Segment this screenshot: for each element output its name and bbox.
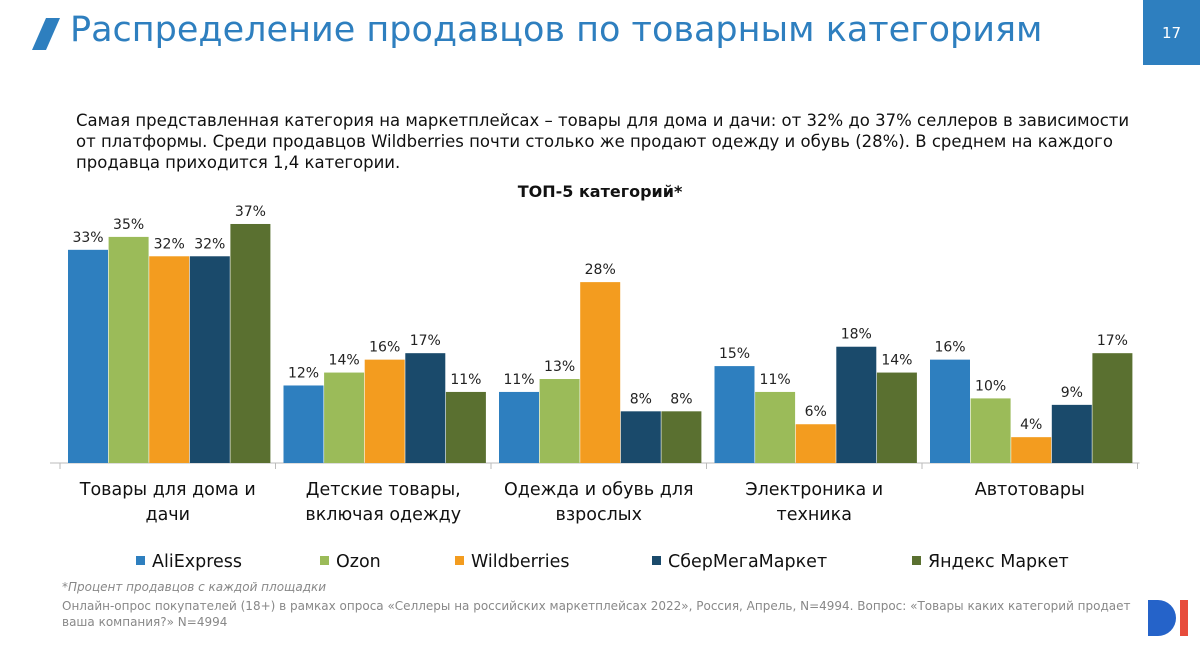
x-tick-label: Электроника и техника bbox=[745, 480, 884, 525]
value-label: 10% bbox=[975, 378, 1006, 394]
bar bbox=[364, 359, 405, 463]
value-label: 28% bbox=[585, 262, 616, 278]
value-label: 32% bbox=[154, 236, 185, 252]
value-label: 14% bbox=[881, 353, 912, 369]
x-tick-label: Товары для дома и дачи bbox=[79, 480, 256, 525]
bar bbox=[539, 379, 580, 463]
bar bbox=[149, 256, 190, 463]
bar bbox=[714, 366, 755, 463]
value-label: 35% bbox=[113, 217, 144, 233]
legend-label: AliExpress bbox=[152, 552, 242, 572]
bar bbox=[620, 411, 661, 463]
value-label: 33% bbox=[72, 230, 103, 246]
bar bbox=[189, 256, 230, 463]
legend-swatch bbox=[652, 556, 661, 565]
value-label: 14% bbox=[329, 353, 360, 369]
value-label: 17% bbox=[1097, 333, 1128, 349]
bar bbox=[283, 385, 324, 463]
value-label: 11% bbox=[503, 372, 534, 388]
bar bbox=[445, 391, 486, 463]
value-label: 15% bbox=[719, 346, 750, 362]
value-label: 13% bbox=[544, 359, 575, 375]
chart-title: ТОП-5 категорий* bbox=[517, 182, 683, 201]
bar bbox=[230, 223, 271, 463]
value-label: 32% bbox=[194, 236, 225, 252]
bar bbox=[795, 424, 836, 463]
bar bbox=[68, 249, 108, 463]
value-label: 11% bbox=[450, 372, 481, 388]
logo bbox=[1148, 600, 1188, 636]
bar bbox=[580, 282, 621, 463]
bar bbox=[930, 359, 970, 463]
x-tick-label: Автотовары bbox=[974, 480, 1085, 500]
value-label: 12% bbox=[288, 365, 319, 381]
bar bbox=[108, 236, 149, 463]
bar bbox=[405, 353, 446, 463]
bar bbox=[1011, 437, 1052, 463]
legend-label: Ozon bbox=[336, 552, 381, 572]
bar bbox=[1051, 404, 1092, 463]
legend-label: Wildberries bbox=[471, 552, 569, 572]
value-label: 37% bbox=[235, 204, 266, 220]
legend-label: СберМегаМаркет bbox=[668, 552, 827, 572]
legend-label: Яндекс Маркет bbox=[928, 552, 1069, 572]
bar bbox=[836, 346, 877, 463]
legend-swatch bbox=[455, 556, 464, 565]
bar bbox=[970, 398, 1011, 463]
x-tick-label: Одежда и обувь для взрослых bbox=[503, 480, 694, 525]
legend-swatch bbox=[912, 556, 921, 565]
bar bbox=[1092, 353, 1133, 463]
page-number: 17 bbox=[1143, 0, 1200, 65]
title-decoration bbox=[32, 18, 60, 50]
value-label: 17% bbox=[410, 333, 441, 349]
bar bbox=[661, 411, 702, 463]
value-label: 6% bbox=[805, 404, 827, 420]
value-label: 16% bbox=[934, 340, 965, 356]
legend-swatch bbox=[320, 556, 329, 565]
description: Самая представленная категория на маркет… bbox=[76, 111, 1130, 172]
value-label: 8% bbox=[630, 391, 652, 407]
x-tick-label: Детские товары, включая одежду bbox=[305, 480, 462, 525]
footnote: *Процент продавцов с каждой площадки bbox=[62, 580, 327, 594]
bar bbox=[876, 372, 917, 463]
slide-title: Распределение продавцов по товарным кате… bbox=[70, 10, 1043, 50]
bar bbox=[755, 391, 796, 463]
value-label: 18% bbox=[841, 327, 872, 343]
value-label: 16% bbox=[369, 340, 400, 356]
legend-swatch bbox=[136, 556, 145, 565]
value-label: 8% bbox=[670, 391, 692, 407]
value-label: 11% bbox=[760, 372, 791, 388]
bar bbox=[499, 391, 539, 463]
source: Онлайн-опрос покупателей (18+) в рамках … bbox=[62, 599, 1131, 629]
value-label: 4% bbox=[1020, 417, 1042, 433]
value-label: 9% bbox=[1061, 385, 1083, 401]
bar bbox=[324, 372, 365, 463]
